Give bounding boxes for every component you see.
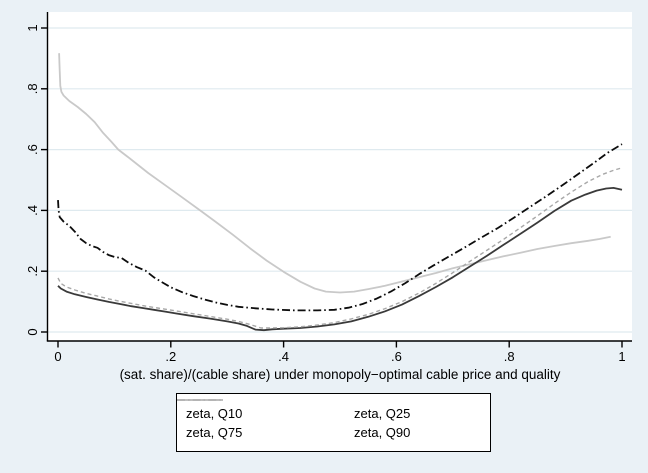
series-line-zeta-q90 [58,53,611,294]
y-tick-label: .8 [25,83,40,94]
legend-swatch-zeta-q90 [177,399,223,401]
legend-label-zeta-q90: zeta, Q90 [354,424,411,440]
y-tick-label: 0 [25,328,40,335]
y-tick-label: .4 [25,205,40,216]
legend-item-zeta-q25: zeta, Q25 [177,399,490,421]
gridline-layer [47,27,632,333]
legend-label-zeta-q75: zeta, Q75 [186,424,243,440]
plot-area [47,12,632,341]
series-line-zeta-q10 [57,186,623,332]
legend-item-zeta-q75: zeta, Q75 [177,399,354,440]
x-tick-label: .6 [391,349,402,364]
x-tick-label: .8 [504,349,515,364]
legend-item-zeta-q90: zeta, Q90 [177,399,490,440]
axes-layer: 0 .2 .4 .6 .8 1 0 .2 .4 .6 .8 1 [25,12,632,364]
x-tick-label: .2 [165,349,176,364]
legend-label-zeta-q25: zeta, Q25 [354,405,411,421]
legend-label-zeta-q10: zeta, Q10 [186,405,243,421]
x-axis-title: (sat. share)/(cable share) under monopol… [120,367,561,382]
legend: zeta, Q10 zeta, Q25 zeta, Q75 zeta, Q90 [176,393,491,452]
y-tick-label: 1 [25,24,40,31]
y-tick-label: .2 [25,266,40,277]
legend-item-zeta-q10: zeta, Q10 [177,399,354,421]
plot-background-layer [47,12,632,341]
y-tick-label: .6 [25,144,40,155]
x-tick-label: 1 [618,349,625,364]
x-tick-label: 0 [54,349,61,364]
series-line-zeta-q25 [57,167,623,329]
series-layer [57,53,623,332]
x-tick-label: .4 [278,349,289,364]
